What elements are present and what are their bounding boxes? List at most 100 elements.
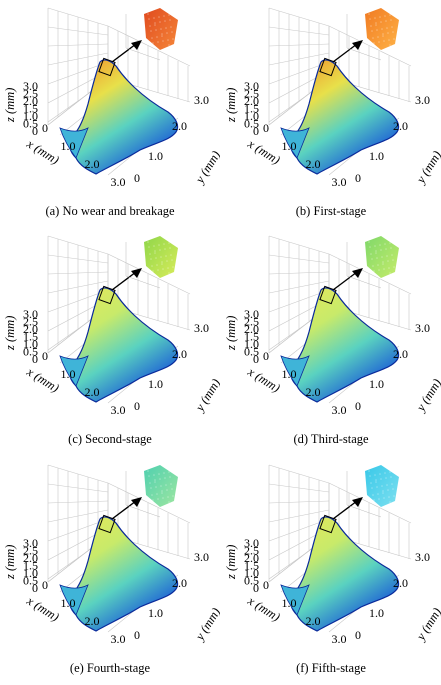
x-tick-label: 1.0 (61, 139, 76, 153)
z-tick-label: 0 (32, 352, 38, 366)
z-tick-label: 2.5 (23, 315, 38, 329)
z-tick-label: 2.5 (244, 315, 259, 329)
x-tick-label: 0 (263, 349, 269, 363)
x-tick-label: 1.0 (282, 596, 297, 610)
z-tick-label: 3.0 (244, 307, 259, 321)
y-tick-label: 3.0 (194, 550, 209, 564)
surface-plot: 3.02.52.01.51.00.50 01.02.03.0 01.02.03.0z… (3, 7, 220, 189)
x-axis-label: x (mm) (24, 593, 62, 624)
tool-surface (69, 59, 179, 175)
y-axis-label: y (mm) (413, 605, 441, 644)
x-axis-label: x (mm) (245, 593, 283, 624)
z-tick-label: 0.5 (244, 574, 259, 588)
z-tick-label: 2.0 (23, 94, 38, 108)
z-tick-label: 1.0 (23, 337, 38, 351)
z-tick-label: 0 (32, 581, 38, 595)
z-tick-label: 2.5 (244, 87, 259, 101)
y-tick-label: 3.0 (415, 550, 430, 564)
x-tick-label: 3.0 (332, 403, 347, 417)
y-axis-label: y (mm) (192, 605, 220, 644)
y-tick-label: 0 (355, 171, 361, 185)
y-axis-label: y (mm) (192, 148, 220, 187)
y-axis-label: y (mm) (413, 148, 441, 187)
z-tick-label: 1.5 (23, 330, 38, 344)
arrow-icon (352, 497, 363, 507)
subfigure-e: 3.0 2.5 2.0 1.5 1.0 0.5 0 0 1.0 2.0 3.0 0 1.0 2.0 3.0 z… (0, 457, 220, 685)
y-tick-label: 1.0 (148, 377, 163, 391)
region-marker (319, 57, 337, 77)
z-tick-label: 1.0 (23, 109, 38, 123)
x-axis-label: x (mm) (245, 364, 283, 395)
y-axis-label: y (mm) (192, 376, 220, 415)
y-tick-label: 2.0 (393, 119, 408, 133)
x-tick-label: 3.0 (111, 632, 126, 646)
zoom-inset (125, 236, 178, 289)
y-tick-label: 2.0 (393, 347, 408, 361)
z-axis-label: z (mm) (224, 316, 238, 351)
z-tick-label: 1.0 (23, 566, 38, 580)
x-tick-label: 2.0 (306, 157, 321, 171)
y-tick-label: 2.0 (172, 576, 187, 590)
y-tick-label: 3.0 (194, 321, 209, 335)
z-tick-label: 3.0 (244, 79, 259, 93)
surface-plot: 3.02.52.01.51.00.50 01.02.03.0 01.02.03.0z… (224, 235, 441, 417)
z-tick-label: 1.0 (244, 109, 259, 123)
z-tick-label: 2.5 (23, 87, 38, 101)
subfigure-b: 3.0 2.5 2.0 1.5 1.0 0.5 0 0 1.0 2.0 3.0 0 1.0 2.0 3.0 z… (221, 0, 441, 228)
y-tick-label: 3.0 (415, 321, 430, 335)
subfigure-caption: (d) Third-stage (293, 432, 369, 446)
y-tick-label: 0 (134, 628, 140, 642)
x-axis-label: x (mm) (24, 136, 62, 167)
z-tick-label: 1.5 (244, 330, 259, 344)
y-tick-label: 0 (134, 399, 140, 413)
x-tick-label: 0 (263, 578, 269, 592)
x-tick-label: 2.0 (85, 385, 100, 399)
y-tick-label: 3.0 (194, 93, 209, 107)
subfigure-f: 3.0 2.5 2.0 1.5 1.0 0.5 0 0 1.0 2.0 3.0 0 1.0 2.0 3.0 z… (221, 457, 441, 685)
z-tick-label: 0 (253, 124, 259, 138)
y-tick-label: 1.0 (148, 149, 163, 163)
x-axis-label: x (mm) (24, 364, 62, 395)
y-tick-label: 1.0 (148, 606, 163, 620)
zoom-inset (346, 8, 399, 61)
z-axis-label: z (mm) (224, 88, 238, 123)
x-tick-label: 1.0 (282, 367, 297, 381)
y-tick-label: 2.0 (393, 576, 408, 590)
z-tick-label: 3.0 (23, 536, 38, 550)
region-marker (98, 57, 116, 77)
surface-plot: 3.02.52.01.51.00.50 01.02.03.0 01.02.03.0z… (224, 464, 441, 646)
z-tick-label: 1.5 (244, 559, 259, 573)
subfigure-d: 3.0 2.5 2.0 1.5 1.0 0.5 0 0 1.0 2.0 3.0 0 1.0 2.0 3.0 z… (221, 228, 441, 456)
x-tick-label: 0 (263, 121, 269, 135)
z-tick-label: 2.5 (23, 544, 38, 558)
zoom-inset (125, 8, 178, 61)
arrow-icon (352, 40, 363, 50)
z-tick-label: 2.0 (244, 322, 259, 336)
subfigure-caption: (e) Fourth-stage (69, 661, 151, 675)
tool-surface (69, 287, 179, 403)
z-tick-label: 2.0 (23, 322, 38, 336)
subfigure-caption: (b) First-stage (295, 204, 367, 218)
zoom-inset (346, 236, 399, 289)
tool-surface (290, 516, 400, 632)
surface-plot: 3.02.52.01.51.00.50 01.02.03.0 01.02.03.0z… (3, 235, 220, 417)
z-tick-label: 2.0 (244, 551, 259, 565)
y-tick-label: 0 (355, 628, 361, 642)
z-tick-label: 1.0 (244, 337, 259, 351)
z-tick-label: 0.5 (23, 574, 38, 588)
subfigure-caption: (c) Second-stage (68, 432, 152, 446)
subfigure-a: 3.0 2.5 2.0 1.5 1.0 0.5 0 0 1.0 2.0 3.0 0 1.0 2.0 3.0 z… (0, 0, 220, 228)
surface-plot: 3.02.52.01.51.00.50 01.02.03.0 01.02.03.0z… (224, 7, 441, 189)
zoom-inset (346, 465, 399, 518)
z-tick-label: 0.5 (23, 117, 38, 131)
z-tick-label: 1.5 (244, 102, 259, 116)
subfigure-c: 3.0 2.5 2.0 1.5 1.0 0.5 0 0 1.0 2.0 3.0 0 1.0 2.0 3.0 z… (0, 228, 220, 456)
zoom-inset (125, 465, 178, 518)
arrow-icon (131, 40, 142, 50)
x-tick-label: 3.0 (332, 632, 347, 646)
z-tick-label: 3.0 (244, 536, 259, 550)
z-tick-label: 1.5 (23, 559, 38, 573)
x-tick-label: 2.0 (85, 614, 100, 628)
region-marker (98, 514, 116, 534)
subfigure-caption: (a) No wear and breakage (45, 204, 175, 218)
